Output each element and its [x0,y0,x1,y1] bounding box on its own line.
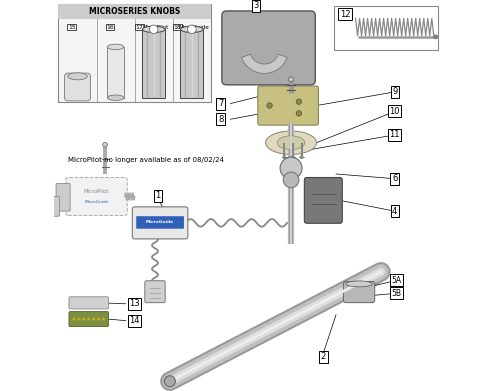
Circle shape [300,156,303,159]
FancyBboxPatch shape [145,281,165,303]
FancyBboxPatch shape [69,297,108,309]
Circle shape [267,103,272,108]
Text: MicroGuide: MicroGuide [146,220,174,224]
Text: 2: 2 [321,352,326,361]
Text: MicroGuide: MicroGuide [84,201,109,204]
Bar [58,4,211,102]
Text: 15: 15 [68,25,76,30]
Text: 5B: 5B [392,289,402,298]
Bar [58,4,211,19]
Circle shape [434,35,438,39]
FancyBboxPatch shape [66,178,127,215]
Text: 12: 12 [340,10,350,19]
Circle shape [292,156,294,159]
Circle shape [102,317,105,321]
FancyBboxPatch shape [136,216,184,229]
Circle shape [296,111,302,116]
Text: 17: 17 [136,25,143,30]
Text: 1: 1 [156,191,160,200]
Circle shape [97,317,100,321]
Polygon shape [242,54,287,74]
Circle shape [92,317,95,321]
Ellipse shape [346,281,372,287]
Circle shape [150,25,158,34]
FancyBboxPatch shape [132,207,188,239]
Ellipse shape [108,95,124,100]
Text: 9: 9 [392,87,398,97]
Text: 18: 18 [174,25,182,30]
Circle shape [288,77,294,82]
Text: 16: 16 [106,25,114,30]
Text: MICROSERIES KNOBS: MICROSERIES KNOBS [89,7,180,16]
Text: 5A: 5A [392,276,402,285]
Circle shape [164,376,175,387]
Circle shape [87,317,90,321]
Circle shape [78,317,80,321]
Text: 3: 3 [253,1,258,11]
Ellipse shape [278,136,304,149]
Bar [334,6,438,50]
Bar [180,29,203,98]
Circle shape [188,25,196,34]
Text: 14: 14 [130,316,140,325]
FancyBboxPatch shape [56,183,70,211]
FancyBboxPatch shape [64,73,90,101]
FancyBboxPatch shape [46,196,60,216]
Circle shape [72,317,76,321]
Ellipse shape [108,44,124,50]
Text: 8: 8 [218,115,224,124]
Text: MicroPilot: MicroPilot [84,189,109,194]
FancyBboxPatch shape [304,178,343,223]
Circle shape [102,142,108,147]
Ellipse shape [142,26,165,32]
Ellipse shape [68,73,87,80]
Text: MicroPilot no longer available as of 08/02/24: MicroPilot no longer available as of 08/… [68,157,224,163]
Text: 13: 13 [130,299,140,308]
FancyBboxPatch shape [69,312,108,326]
Circle shape [280,157,302,179]
Text: 6: 6 [392,174,398,183]
Circle shape [283,172,299,188]
FancyBboxPatch shape [344,282,374,303]
Text: MicroGuide: MicroGuide [178,25,209,30]
Circle shape [283,156,286,159]
Bar [142,29,165,98]
Ellipse shape [266,131,316,154]
Text: MicroPilot: MicroPilot [142,25,169,30]
Text: 11: 11 [390,130,400,140]
Ellipse shape [180,26,203,32]
FancyBboxPatch shape [258,86,318,125]
Bar [108,47,124,98]
Text: 4: 4 [392,206,398,216]
Text: 10: 10 [390,107,400,116]
FancyBboxPatch shape [222,11,316,85]
Circle shape [82,317,86,321]
Circle shape [296,99,302,104]
Text: 7: 7 [218,99,224,108]
